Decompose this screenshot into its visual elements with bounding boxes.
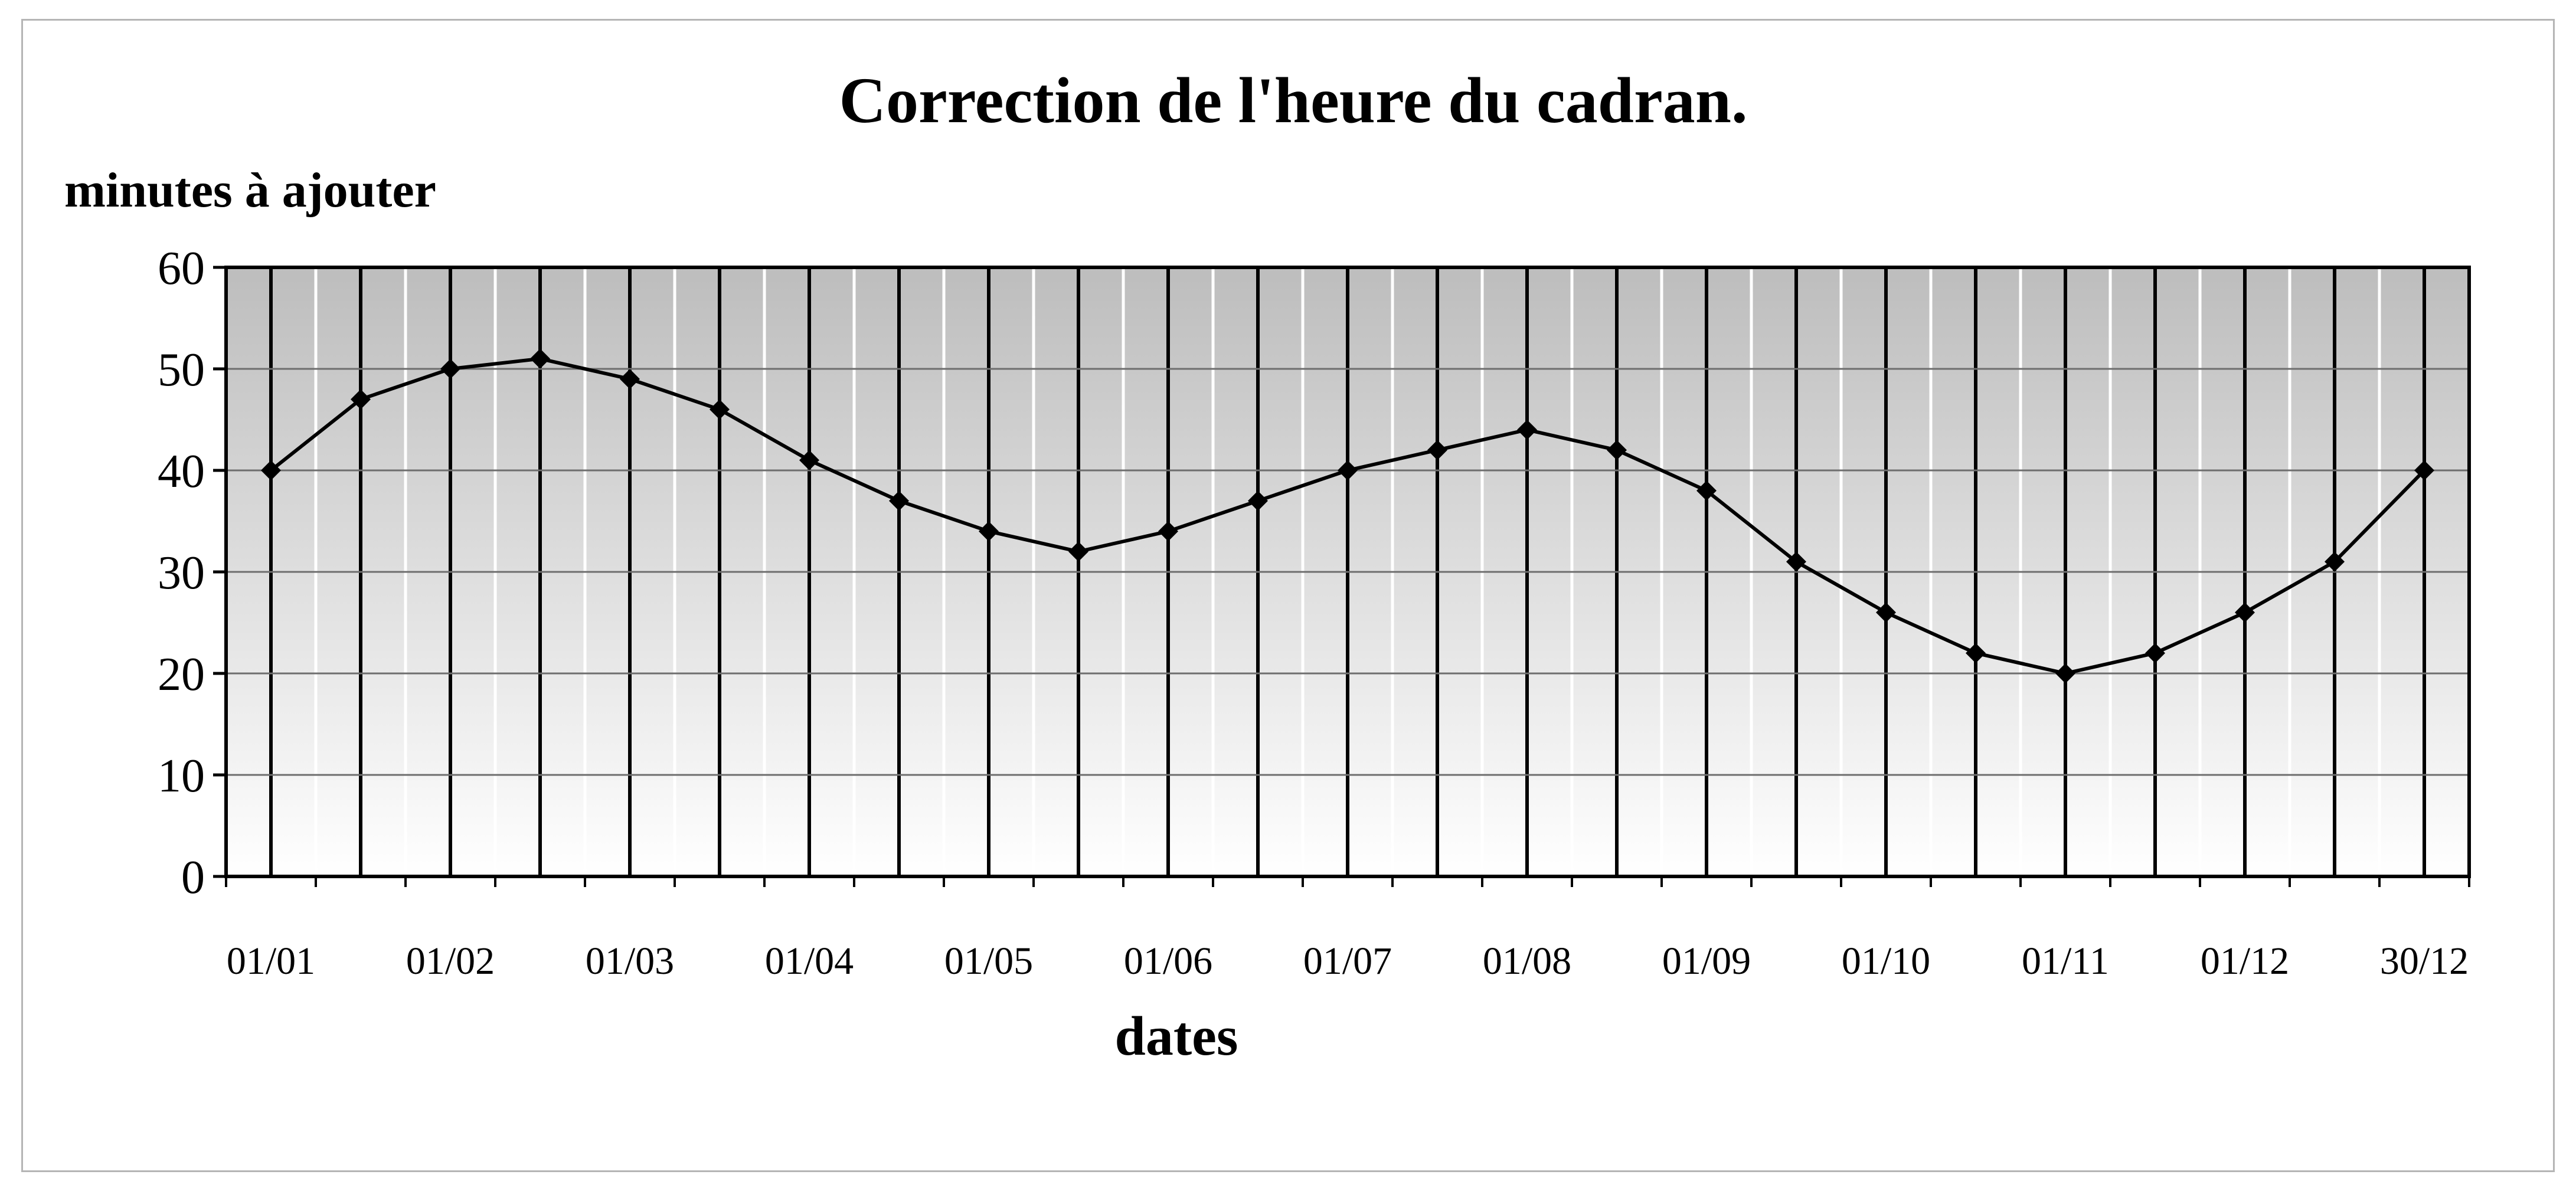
y-tick-label: 60 [158,243,205,295]
x-tick-label: 01/10 [1842,940,1930,983]
data-point-marker [440,359,460,379]
x-tick-label: 30/12 [2380,940,2469,983]
data-point-marker [1876,602,1896,623]
data-point-marker [799,450,819,470]
data-point-marker [530,348,550,369]
x-tick-label: 01/03 [586,940,674,983]
data-point-marker [1248,490,1268,511]
data-point-marker [889,490,909,511]
x-tick-label: 01/09 [1662,940,1751,983]
data-point-marker [351,389,371,410]
data-point-marker [620,369,640,390]
data-point-marker [1696,480,1717,501]
chart-frame: Correction de l'heure du cadran. minutes… [21,19,2555,1172]
x-tick-label: 01/05 [944,940,1033,983]
y-tick-label: 10 [158,750,205,802]
data-point-marker [1427,440,1447,460]
x-tick-label: 01/11 [2022,940,2109,983]
chart-svg: Correction de l'heure du cadran. minutes… [64,64,2471,1067]
data-point-marker [1966,643,1986,663]
x-tick-label: 01/04 [765,940,854,983]
data-point-marker [1786,551,1806,572]
data-point-marker [2414,460,2434,480]
x-tick-label: 01/12 [2201,940,2289,983]
data-point-marker [2145,643,2165,663]
x-axis: 01/01 01/02 01/03 01/04 01/05 01/06 01/07 01/08… [225,876,2470,983]
data-point-marker [2055,663,2075,683]
data-point-marker [1517,420,1537,440]
data-point-marker [1068,541,1088,562]
y-tick-label: 40 [158,446,205,498]
y-tick-label: 20 [158,649,205,701]
x-tick-label: 01/06 [1124,940,1212,983]
y-tick-label: 0 [181,852,205,904]
data-point-marker [2235,602,2255,623]
y-tick-label: 30 [158,547,205,599]
data-point-marker [2325,551,2345,572]
data-point-marker [710,399,730,420]
x-axis-title: dates [1115,1006,1238,1067]
data-point-marker [979,521,999,542]
x-tick-label: 01/07 [1303,940,1392,983]
y-tick-label: 50 [158,344,205,396]
data-point-marker [1158,521,1178,542]
y-axis: 0 10 20 30 40 50 60 [158,243,226,904]
y-axis-title: minutes à ajouter [64,163,436,218]
data-point-marker [261,460,281,480]
x-tick-label: 01/02 [406,940,495,983]
x-tick-label: 01/08 [1483,940,1571,983]
data-point-marker [1607,440,1627,460]
chart-title: Correction de l'heure du cadran. [839,64,1748,136]
data-point-marker [1338,460,1358,480]
x-tick-label: 01/01 [227,940,315,983]
series-correction [261,348,2434,683]
